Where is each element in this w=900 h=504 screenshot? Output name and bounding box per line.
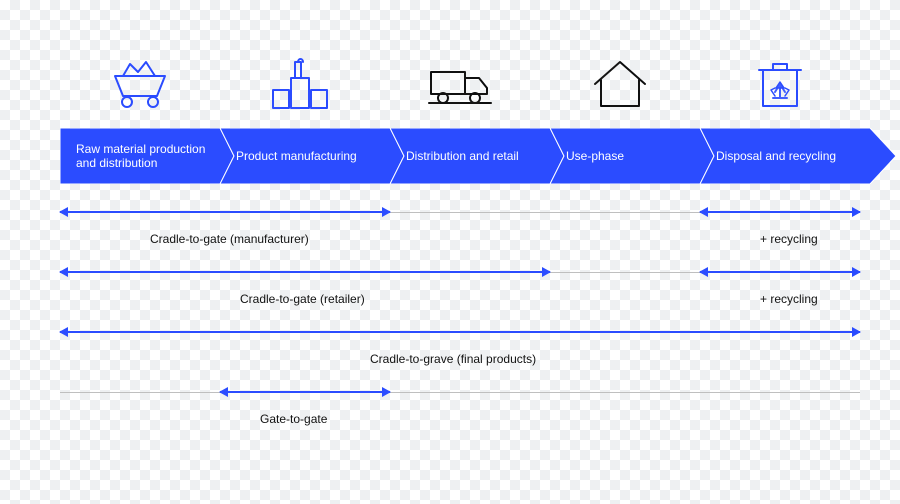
range-label: Cradle-to-gate (manufacturer) [150,232,309,246]
range-cap-right-icon [852,267,861,277]
icons-row [60,40,860,110]
diagram-stage: Raw material production and distribution… [0,0,900,504]
range-line [60,271,550,273]
range-cap-left-icon [59,207,68,217]
range-line [700,211,860,213]
arrow-seg-raw: Raw material production and distribution [60,128,234,184]
lifecycle-arrow: Raw material production and distribution… [60,128,870,184]
range-cap-left-icon [699,267,708,277]
arrow-seg-manuf: Product manufacturing [220,128,404,184]
range-cap-right-icon [542,267,551,277]
range-line [60,211,390,213]
range-line [700,271,860,273]
icon-cell-dist [380,40,540,110]
boundary-row: Cradle-to-grave (final products) [60,320,860,380]
range-label: Cradle-to-grave (final products) [370,352,536,366]
house-icon [585,54,655,110]
range-line [220,391,390,393]
boundary-row: Cradle-to-gate (retailer) + recycling [60,260,860,320]
boundary-row: Gate-to-gate [60,380,860,440]
range-cap-right-icon [382,207,391,217]
recycle-bin-icon [745,54,815,110]
range-cap-right-icon [852,207,861,217]
arrow-seg-label: Disposal and recycling [716,149,836,163]
range-cap-left-icon [699,207,708,217]
arrow-seg-dist: Distribution and retail [390,128,564,184]
range-label: Cradle-to-gate (retailer) [240,292,365,306]
boundary-row: Cradle-to-gate (manufacturer) + recycling [60,200,860,260]
range-label: + recycling [760,292,818,306]
arrow-seg-label: Use-phase [566,149,624,163]
range-label: + recycling [760,232,818,246]
mining-cart-icon [105,54,175,110]
range-cap-right-icon [382,387,391,397]
arrow-seg-label: Distribution and retail [406,149,519,163]
icon-cell-raw [60,40,220,110]
factory-icon [265,54,335,110]
range-line [60,331,860,333]
icon-cell-manuf [220,40,380,110]
range-cap-left-icon [59,327,68,337]
truck-icon [425,54,495,110]
range-cap-left-icon [219,387,228,397]
boundary-area: Cradle-to-gate (manufacturer) + recycling… [60,200,860,440]
arrow-seg-label: Raw material production and distribution [76,142,216,170]
arrow-seg-disp: Disposal and recycling [700,128,896,184]
icon-cell-disp [700,40,860,110]
boundary-baseline [60,392,860,393]
range-cap-right-icon [852,327,861,337]
arrow-seg-use: Use-phase [550,128,714,184]
icon-cell-use [540,40,700,110]
arrow-seg-label: Product manufacturing [236,149,357,163]
range-label: Gate-to-gate [260,412,327,426]
range-cap-left-icon [59,267,68,277]
